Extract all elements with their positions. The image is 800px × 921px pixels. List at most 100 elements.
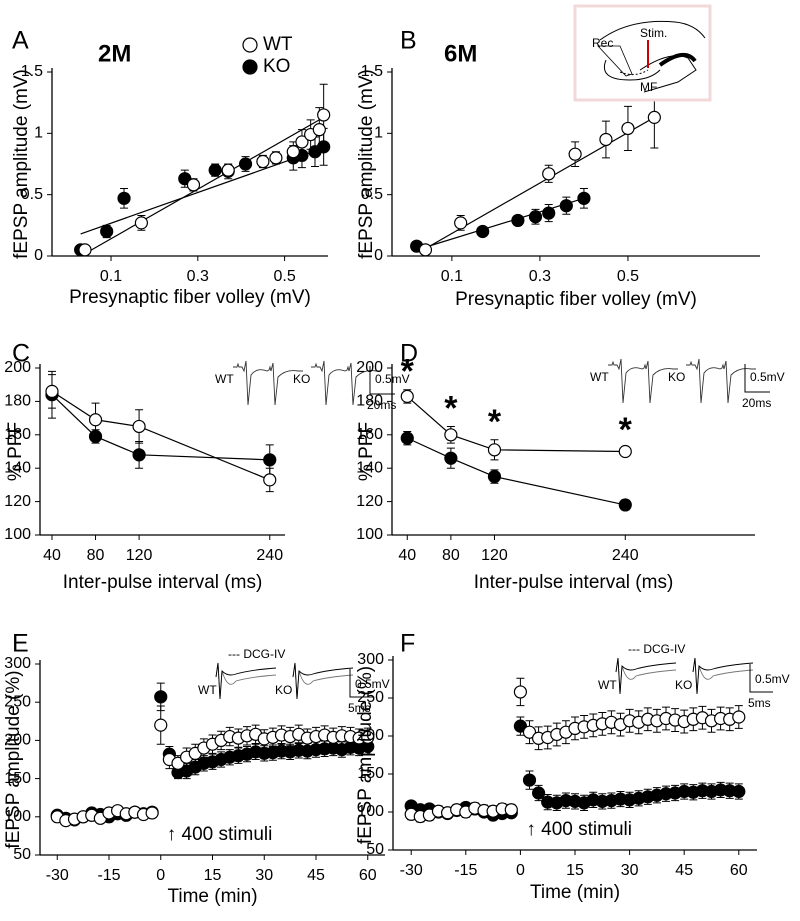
data-point xyxy=(542,167,556,181)
data-point xyxy=(134,216,148,230)
y-tick-label: 150 xyxy=(4,770,31,787)
x-axis-label: Presynaptic fiber volley (mV) xyxy=(69,287,311,308)
x-tick-label: 0.5 xyxy=(273,268,295,285)
fit-line xyxy=(80,147,324,235)
fit-line xyxy=(89,116,324,252)
y-tick-label: 0.5 xyxy=(21,186,43,203)
inset-trace xyxy=(608,358,678,404)
data-point xyxy=(317,108,331,122)
data-point xyxy=(444,451,458,465)
x-tick-label: 30 xyxy=(621,862,639,879)
data-point xyxy=(208,163,222,177)
inset-label: MF xyxy=(640,80,657,94)
y-tick-label: 50 xyxy=(366,841,384,858)
data-point xyxy=(132,419,146,434)
panel-label: F xyxy=(400,630,415,658)
data-point xyxy=(476,224,490,239)
y-axis-label: % PPF xyxy=(356,422,377,481)
y-tick-label: 1.5 xyxy=(21,63,43,80)
y-axis-label: fEPSP amplitude (%) xyxy=(3,670,24,848)
data-point xyxy=(522,773,537,787)
x-tick-label: 0.1 xyxy=(441,268,463,285)
inset-trace xyxy=(311,360,381,406)
y-tick-label: 1.5 xyxy=(361,63,383,80)
data-point xyxy=(45,384,59,398)
x-tick-label: 240 xyxy=(256,547,283,564)
y-tick-label: 200 xyxy=(356,359,383,376)
inset-label: --- DCG-IV xyxy=(628,642,685,656)
inset-trace xyxy=(686,358,756,404)
legend-label: WT xyxy=(263,34,293,55)
y-tick-label: 200 xyxy=(357,727,384,744)
x-axis-label: Presynaptic fiber volley (mV) xyxy=(455,289,697,310)
inset-trace xyxy=(692,657,754,695)
y-tick-label: 160 xyxy=(4,426,31,443)
significance-mark: * xyxy=(401,353,415,391)
data-point xyxy=(263,453,277,467)
data-point xyxy=(269,151,283,165)
x-tick-label: 40 xyxy=(398,547,416,564)
data-point xyxy=(528,210,543,224)
legend-marker xyxy=(242,37,258,53)
scale-label: 0.5mV xyxy=(750,370,785,384)
data-point xyxy=(621,121,635,136)
x-axis-label: Inter-pulse interval (ms) xyxy=(474,572,674,593)
x-tick-label: 45 xyxy=(675,862,693,879)
scale-bar xyxy=(349,669,373,698)
series-line xyxy=(406,395,626,453)
panel-title: 6M xyxy=(444,40,477,67)
y-tick-label: 100 xyxy=(4,808,31,825)
inset-label: WT xyxy=(198,683,217,697)
x-tick-label: 15 xyxy=(566,862,584,879)
data-point xyxy=(513,719,528,733)
x-tick-label: 80 xyxy=(87,547,105,564)
data-point xyxy=(647,110,661,124)
data-point xyxy=(263,473,277,487)
y-tick-label: 250 xyxy=(357,689,384,706)
panel-label: E xyxy=(12,630,29,658)
x-tick-label: 15 xyxy=(204,867,222,884)
data-point xyxy=(542,206,556,220)
data-point xyxy=(732,710,746,724)
y-tick-label: 0.5 xyxy=(361,186,383,203)
x-tick-label: 120 xyxy=(481,547,508,564)
legend-label: KO xyxy=(263,56,290,77)
inset-label: WT xyxy=(598,678,617,692)
x-tick-label: -15 xyxy=(454,862,477,879)
data-point xyxy=(568,147,582,161)
inset-label: KO xyxy=(675,678,692,692)
x-tick-label: 45 xyxy=(307,867,325,884)
y-tick-label: 300 xyxy=(357,651,384,668)
y-tick-label: 300 xyxy=(4,655,31,672)
x-axis-label: Time (min) xyxy=(530,882,620,903)
x-tick-label: -30 xyxy=(400,862,423,879)
x-tick-label: 30 xyxy=(255,867,273,884)
hippocampus-outline xyxy=(599,20,706,93)
inset-label: Stim. xyxy=(640,26,667,40)
y-tick-label: 120 xyxy=(356,493,383,510)
data-point xyxy=(361,730,375,744)
series-line xyxy=(407,437,626,506)
data-point xyxy=(400,431,414,445)
x-tick-label: 0 xyxy=(156,867,165,884)
x-tick-label: 0.1 xyxy=(100,268,122,285)
y-tick-label: 1 xyxy=(34,125,43,142)
y-tick-label: 160 xyxy=(356,426,383,443)
y-tick-label: 100 xyxy=(4,526,31,543)
inset-label: KO xyxy=(293,372,310,386)
data-point xyxy=(418,243,433,257)
data-point xyxy=(531,786,546,800)
data-point xyxy=(154,718,168,732)
inset-label: KO xyxy=(668,370,685,384)
mossy-fiber xyxy=(658,53,697,67)
panel-title: 2M xyxy=(98,40,131,67)
data-point xyxy=(487,469,502,484)
y-tick-label: 200 xyxy=(4,359,31,376)
data-point xyxy=(145,806,159,820)
data-point xyxy=(312,123,326,137)
scale-label: 5ms xyxy=(348,701,371,715)
data-point xyxy=(221,163,235,177)
x-tick-label: 60 xyxy=(359,867,377,884)
x-tick-label: 0.5 xyxy=(617,268,639,285)
